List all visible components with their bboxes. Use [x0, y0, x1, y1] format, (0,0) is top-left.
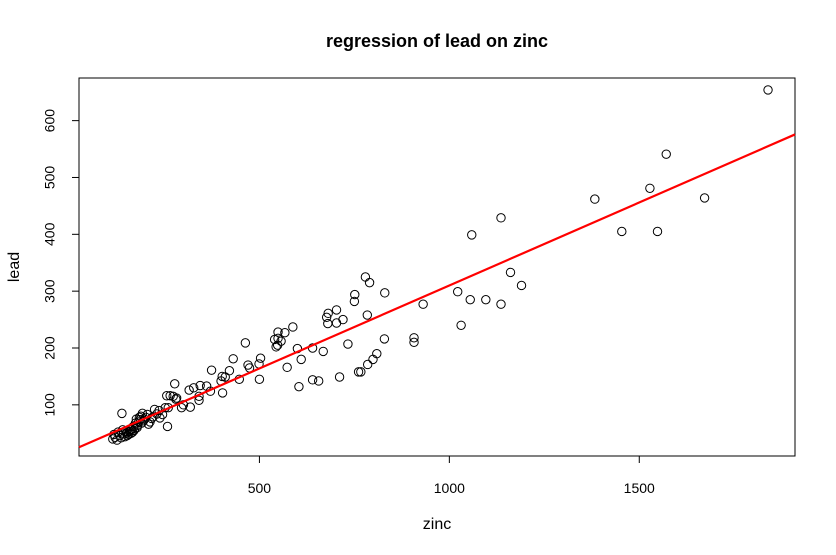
- y-tick-label: 500: [42, 166, 58, 190]
- data-point: [240, 338, 251, 348]
- data-point: [217, 388, 228, 398]
- data-point: [117, 408, 127, 419]
- data-point: [323, 308, 333, 319]
- data-point: [661, 149, 671, 159]
- data-point: [184, 385, 194, 395]
- y-tick-label: 400: [42, 222, 58, 246]
- data-point: [331, 318, 342, 328]
- data-point: [170, 379, 180, 389]
- data-point: [456, 320, 466, 330]
- data-point: [763, 85, 773, 95]
- data-point: [280, 327, 290, 338]
- data-point: [224, 366, 235, 376]
- data-point: [108, 434, 118, 444]
- data-point: [496, 299, 506, 309]
- data-point: [379, 334, 390, 344]
- data-point: [360, 272, 371, 282]
- data-point: [362, 359, 373, 370]
- data-point: [496, 213, 506, 223]
- y-tick-label: 100: [42, 393, 58, 417]
- y-axis-label: lead: [6, 252, 23, 282]
- data-point: [189, 383, 199, 393]
- data-point: [380, 288, 390, 298]
- data-point: [318, 346, 328, 357]
- data-point: [516, 280, 527, 291]
- data-point: [243, 360, 253, 370]
- data-point: [201, 381, 212, 391]
- data-point: [453, 287, 463, 297]
- data-point: [282, 362, 292, 373]
- x-axis: 500 1000 1500: [248, 455, 655, 496]
- data-point: [343, 339, 353, 349]
- data-point: [323, 318, 333, 329]
- data-point: [409, 333, 419, 343]
- data-point: [364, 277, 375, 288]
- data-point: [313, 376, 324, 386]
- y-tick-label: 300: [42, 279, 58, 303]
- regression-line-layer: [78, 133, 796, 449]
- data-point: [356, 367, 366, 377]
- data-point: [338, 314, 348, 325]
- data-point: [288, 322, 298, 332]
- data-point: [294, 381, 304, 392]
- chart-title: regression of lead on zinc: [326, 31, 548, 51]
- y-tick-label: 200: [42, 336, 58, 360]
- data-point: [272, 340, 283, 350]
- data-point: [467, 230, 477, 240]
- data-point: [505, 267, 516, 278]
- data-point: [350, 289, 360, 300]
- data-point: [168, 391, 178, 402]
- data-point: [368, 354, 378, 365]
- data-point: [334, 372, 345, 382]
- data-point: [228, 354, 238, 364]
- data-point: [254, 374, 265, 384]
- data-point: [645, 183, 655, 193]
- data-point: [163, 402, 173, 413]
- data-point: [353, 367, 364, 377]
- data-point: [171, 394, 181, 404]
- data-point: [271, 342, 281, 352]
- x-tick-label: 1000: [434, 480, 465, 496]
- data-point: [321, 312, 332, 323]
- data-point: [362, 310, 372, 320]
- regression-line: [78, 133, 796, 449]
- data-point: [165, 391, 175, 401]
- data-point: [481, 294, 491, 305]
- data-point: [112, 435, 122, 445]
- data-point: [162, 421, 173, 432]
- data-point: [409, 337, 419, 348]
- data-point: [195, 380, 205, 391]
- x-tick-label: 1500: [624, 480, 655, 496]
- data-point: [269, 334, 280, 345]
- data-point: [617, 226, 627, 237]
- data-point: [194, 395, 204, 405]
- data-point: [652, 226, 663, 237]
- data-point: [255, 353, 266, 363]
- data-point: [217, 371, 227, 382]
- data-point: [162, 391, 172, 401]
- x-axis-label: zinc: [423, 516, 451, 533]
- data-point: [699, 193, 710, 203]
- data-point: [307, 375, 318, 385]
- data-point: [465, 294, 475, 305]
- data-point: [418, 299, 428, 309]
- y-axis: 100 200 300 400 500 600: [42, 109, 80, 417]
- data-point: [590, 194, 600, 204]
- data-point: [349, 296, 360, 307]
- y-tick-label: 600: [42, 109, 58, 133]
- data-point: [206, 365, 217, 375]
- data-point: [296, 354, 306, 365]
- x-tick-label: 500: [248, 480, 272, 496]
- data-point: [331, 305, 342, 315]
